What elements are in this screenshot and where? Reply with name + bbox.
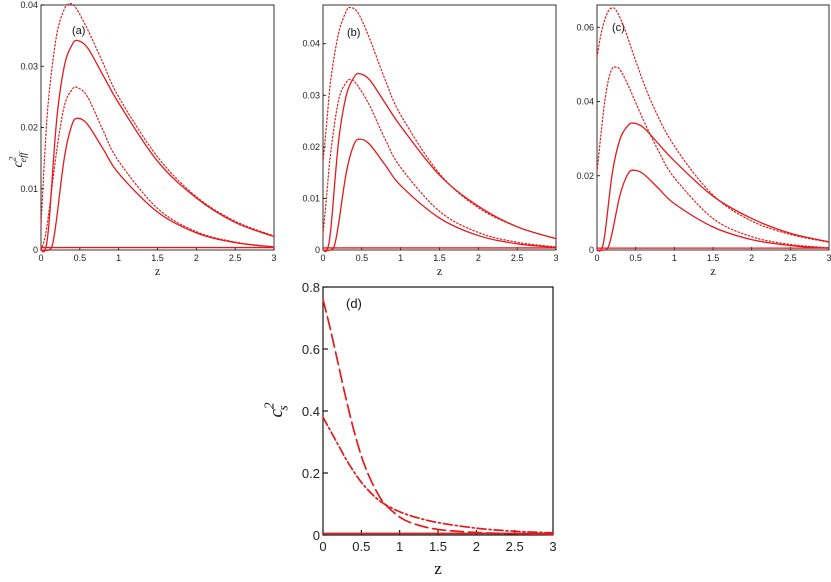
y-tick-label: 0.2 <box>302 466 320 481</box>
y-axis-label: c2eff <box>8 151 30 167</box>
x-tick-label: 1 <box>396 539 403 554</box>
x-tick-label: 3 <box>271 253 276 263</box>
series-line-dashdot <box>322 416 554 534</box>
panel-label: (d) <box>346 296 362 311</box>
panel-a: 0 0.5 1 1.5 2 2.5 3 0 0.01 0.02 0.03 0.04 z c2eff (a) <box>8 0 277 278</box>
x-tick-label: 2.5 <box>229 253 242 263</box>
plot-frame <box>322 4 557 251</box>
series-line-dotted <box>322 6 557 240</box>
x-tick-label: 2 <box>473 539 480 554</box>
y-tick-label: 0.03 <box>20 61 38 71</box>
x-tick-label: 0 <box>320 253 325 263</box>
x-tick-label: 0.5 <box>74 253 87 263</box>
series-line-dotted <box>596 66 830 249</box>
y-tick-label: 0.04 <box>302 39 320 49</box>
panel-label: (c) <box>612 22 625 34</box>
x-tick-label: 1 <box>116 253 121 263</box>
y-tick-label: 0.01 <box>302 193 320 203</box>
x-tick-label: 2.5 <box>511 253 524 263</box>
series-line-dotted <box>596 7 830 243</box>
x-tick-label: 2.5 <box>506 539 524 554</box>
x-axis-label: z <box>437 264 442 278</box>
x-axis-label: z <box>155 264 160 278</box>
x-tick-label: 1.5 <box>433 253 446 263</box>
y-tick-label: 0.01 <box>20 184 38 194</box>
x-tick-label: 2.5 <box>784 253 797 263</box>
x-tick-label: 3 <box>826 253 831 263</box>
y-tick-label: 0.02 <box>20 123 38 133</box>
series-line-solid <box>322 72 557 253</box>
y-tick-label: 0.04 <box>576 97 594 107</box>
x-tick-label: 0.5 <box>356 253 369 263</box>
series-line-solid <box>40 39 275 253</box>
x-tick-label: 3 <box>553 253 558 263</box>
x-tick-label: 1.5 <box>429 539 447 554</box>
y-tick-label: 0 <box>589 245 594 255</box>
x-tick-label: 2 <box>476 253 481 263</box>
x-tick-label: 3 <box>549 539 556 554</box>
y-tick-label: 0 <box>315 245 320 255</box>
panel-b: 0 0.5 1 1.5 2 2.5 3 0 0.01 0.02 0.03 0.04 z (b) <box>302 4 559 278</box>
x-tick-label: 0.5 <box>352 539 370 554</box>
y-tick-label: 0.03 <box>302 90 320 100</box>
x-axis-label: z <box>434 559 442 578</box>
x-tick-label: 2 <box>749 253 754 263</box>
y-tick-label: 0 <box>33 245 38 255</box>
y-tick-label: 0 <box>313 528 320 543</box>
y-tick-label: 0.4 <box>302 404 320 419</box>
y-axis-label: c2s <box>261 402 290 417</box>
series-line-dotted <box>322 78 557 248</box>
plot-frame <box>596 4 830 251</box>
panel-d: 0 0.5 1 1.5 2 2.5 3 0 0.2 0.4 0.6 0.8 z c2s (d) <box>261 280 556 578</box>
y-tick-label: 0.8 <box>302 280 320 295</box>
x-tick-label: 0 <box>38 253 43 263</box>
plot-frame <box>40 4 275 251</box>
x-tick-label: 2 <box>194 253 199 263</box>
series-line-dotted <box>40 86 275 251</box>
series-line-solid <box>596 122 830 252</box>
y-tick-label: 0.6 <box>302 342 320 357</box>
y-tick-label: 0.02 <box>576 171 594 181</box>
series-line-solid <box>322 138 557 252</box>
y-tick-label: 0.02 <box>302 142 320 152</box>
series-line-solid <box>40 117 275 252</box>
x-tick-label: 1 <box>672 253 677 263</box>
series-line-solid <box>596 169 830 251</box>
x-tick-label: 0 <box>594 253 599 263</box>
y-tick-label: 0.06 <box>576 22 594 32</box>
plot-frame <box>322 286 554 536</box>
x-tick-label: 1 <box>398 253 403 263</box>
panel-label: (b) <box>347 27 360 39</box>
series-line-dotted <box>40 3 275 237</box>
x-tick-label: 0 <box>319 539 326 554</box>
panel-c: 0 0.5 1 1.5 2 2.5 3 0 0.02 0.04 0.06 z (c) <box>576 4 831 278</box>
x-axis-label: z <box>710 264 715 278</box>
series-line-longdash <box>322 298 554 536</box>
panel-label: (a) <box>72 25 85 37</box>
x-tick-label: 1.5 <box>707 253 720 263</box>
x-tick-label: 0.5 <box>629 253 642 263</box>
y-tick-label: 0.04 <box>20 0 38 10</box>
x-tick-label: 1.5 <box>151 253 164 263</box>
